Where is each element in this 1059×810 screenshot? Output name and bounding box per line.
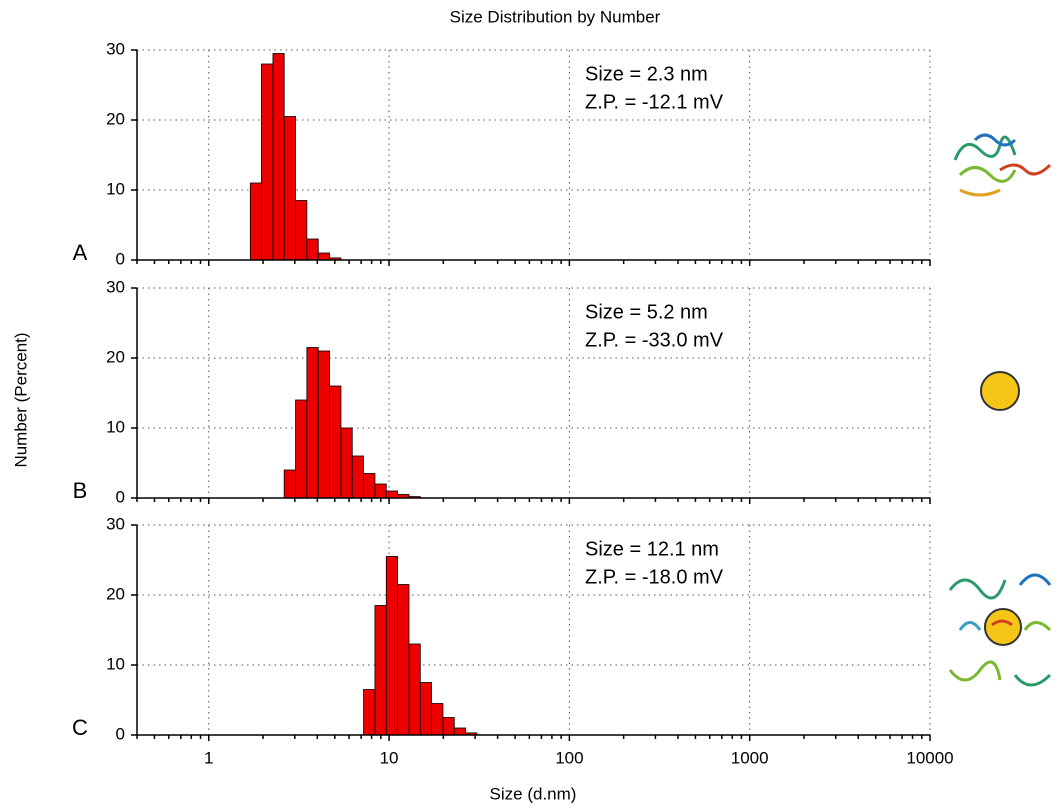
annotation: Z.P. = -18.0 mV (585, 566, 724, 588)
bar (283, 469, 296, 499)
bar (419, 682, 432, 736)
annotation: Size = 5.2 nm (585, 301, 708, 323)
bar (442, 717, 455, 736)
bar (385, 490, 398, 499)
annotation: Size = 12.1 nm (585, 538, 719, 560)
bar (295, 399, 308, 499)
bar (317, 252, 331, 261)
panel-label: B (73, 478, 88, 503)
bar (272, 53, 285, 261)
y-tick-label: 0 (116, 724, 125, 743)
bar (453, 727, 467, 736)
bar (374, 483, 387, 499)
x-tick-label: 10 (380, 748, 399, 767)
y-tick-label: 10 (106, 417, 125, 436)
bar (306, 347, 319, 499)
bar (283, 116, 296, 261)
annotation: Size = 2.3 nm (585, 63, 708, 85)
y-tick-label: 30 (106, 39, 125, 58)
bar (340, 427, 353, 499)
y-tick-label: 10 (106, 179, 125, 198)
y-axis-label: Number (Percent) (11, 332, 30, 467)
x-tick-label: 1 (204, 748, 213, 767)
bar (329, 385, 342, 499)
bar (363, 473, 376, 499)
annotation: Z.P. = -12.1 mV (585, 91, 724, 113)
chart-title: Size Distribution by Number (450, 7, 661, 26)
panel-label: C (72, 715, 88, 740)
nanoparticle-icon (980, 371, 1020, 411)
protein-icon (953, 133, 1052, 197)
panel-label: A (73, 240, 88, 265)
bar (431, 703, 444, 736)
bar (295, 200, 308, 261)
bar (374, 605, 387, 736)
bar (317, 350, 331, 499)
x-tick-label: 10000 (906, 748, 953, 767)
y-tick-label: 30 (106, 514, 125, 533)
y-tick-label: 20 (106, 584, 125, 603)
x-tick-label: 100 (555, 748, 583, 767)
y-tick-label: 20 (106, 347, 125, 366)
x-tick-label: 1000 (731, 748, 769, 767)
bar (408, 643, 421, 736)
y-tick-label: 20 (106, 109, 125, 128)
bar (351, 455, 364, 499)
y-tick-label: 10 (106, 654, 125, 673)
bar (306, 238, 319, 261)
annotation: Z.P. = -33.0 mV (585, 329, 724, 351)
bar (261, 63, 274, 261)
y-tick-label: 0 (116, 487, 125, 506)
conjugate-icon (948, 573, 1052, 687)
bar (249, 182, 262, 261)
y-tick-label: 30 (106, 277, 125, 296)
bar (385, 556, 398, 736)
bar (363, 689, 376, 736)
bar (397, 584, 410, 736)
y-tick-label: 0 (116, 249, 125, 268)
x-axis-label: Size (d.nm) (490, 784, 577, 803)
